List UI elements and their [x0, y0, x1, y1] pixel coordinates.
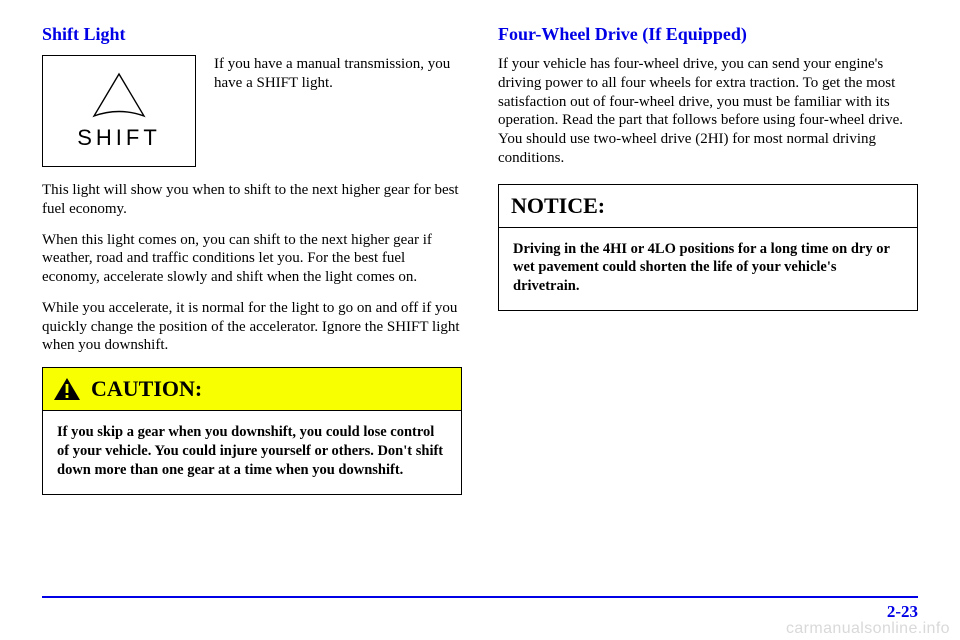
caution-body: If you skip a gear when you downshift, y… [43, 411, 461, 494]
left-column: Shift Light SHIFT If you have a manual t… [42, 24, 462, 584]
watermark: carmanualsonline.info [786, 620, 950, 638]
page-number: 2-23 [887, 602, 918, 622]
notice-body: Driving in the 4HI or 4LO positions for … [499, 228, 917, 311]
notice-box: NOTICE: Driving in the 4HI or 4LO positi… [498, 184, 918, 312]
content-columns: Shift Light SHIFT If you have a manual t… [42, 24, 918, 584]
shift-intro-para: If you have a manual transmission, you h… [214, 55, 462, 167]
shift-para-3: While you accelerate, it is normal for t… [42, 299, 462, 355]
shift-figure-label: SHIFT [77, 125, 161, 151]
page: Shift Light SHIFT If you have a manual t… [0, 0, 960, 640]
shift-para-1: This light will show you when to shift t… [42, 181, 462, 219]
shift-figure: SHIFT [42, 55, 196, 167]
four-wheel-heading: Four-Wheel Drive (If Equipped) [498, 24, 918, 45]
caution-header: CAUTION: [43, 368, 461, 411]
notice-header: NOTICE: [499, 185, 917, 228]
shift-figure-row: SHIFT If you have a manual transmission,… [42, 55, 462, 167]
shift-light-heading: Shift Light [42, 24, 462, 45]
footer-rule [42, 596, 918, 598]
shift-triangle-icon [89, 71, 149, 119]
shift-para-2: When this light comes on, you can shift … [42, 231, 462, 287]
right-column: Four-Wheel Drive (If Equipped) If your v… [498, 24, 918, 584]
four-wheel-para-1: If your vehicle has four-wheel drive, yo… [498, 55, 918, 168]
caution-box: CAUTION: If you skip a gear when you dow… [42, 367, 462, 495]
caution-label: CAUTION: [91, 376, 202, 402]
notice-label: NOTICE: [511, 193, 605, 218]
warning-triangle-icon [53, 377, 81, 401]
